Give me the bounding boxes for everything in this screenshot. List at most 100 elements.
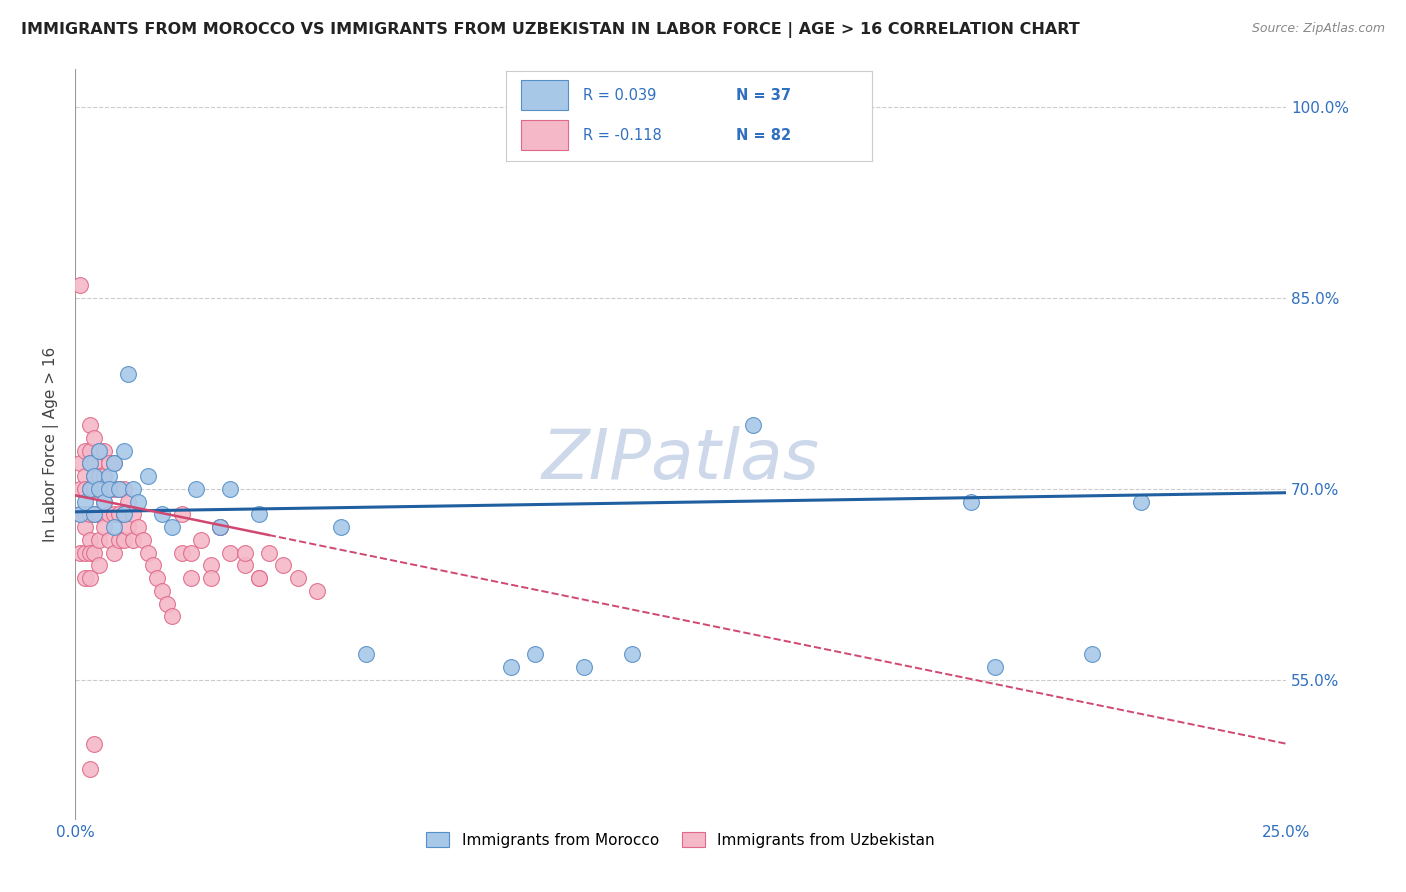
Point <box>69 457 91 471</box>
Point <box>960 494 983 508</box>
Point <box>79 457 101 471</box>
Point <box>257 545 280 559</box>
Point <box>247 508 270 522</box>
Point <box>117 520 139 534</box>
Point <box>132 533 155 547</box>
Point <box>354 648 377 662</box>
Point <box>127 494 149 508</box>
Point <box>127 520 149 534</box>
Point <box>69 278 91 293</box>
Point <box>307 583 329 598</box>
Text: IMMIGRANTS FROM MOROCCO VS IMMIGRANTS FROM UZBEKISTAN IN LABOR FORCE | AGE > 16 : IMMIGRANTS FROM MOROCCO VS IMMIGRANTS FR… <box>21 22 1080 38</box>
Point <box>83 737 105 751</box>
Point <box>79 571 101 585</box>
Text: R = 0.039: R = 0.039 <box>583 88 657 103</box>
Text: ZIPatlas: ZIPatlas <box>541 425 820 493</box>
Point <box>103 508 125 522</box>
Point <box>330 520 353 534</box>
Point <box>150 508 173 522</box>
Point <box>93 520 115 534</box>
Point <box>73 469 96 483</box>
Point <box>107 508 129 522</box>
Point <box>117 368 139 382</box>
Point <box>98 482 121 496</box>
Point <box>98 457 121 471</box>
Point <box>89 443 111 458</box>
Point <box>209 520 232 534</box>
Point <box>103 545 125 559</box>
Point <box>83 469 105 483</box>
Point <box>79 533 101 547</box>
Point <box>89 443 111 458</box>
Y-axis label: In Labor Force | Age > 16: In Labor Force | Age > 16 <box>44 347 59 542</box>
Text: N = 37: N = 37 <box>737 88 792 103</box>
Point <box>209 520 232 534</box>
Point <box>233 545 256 559</box>
Point <box>83 469 105 483</box>
Point <box>984 660 1007 674</box>
Point <box>69 482 91 496</box>
Point <box>247 571 270 585</box>
Point <box>160 609 183 624</box>
Point <box>273 558 295 573</box>
Point <box>103 457 125 471</box>
Point <box>122 508 145 522</box>
Point <box>73 520 96 534</box>
Point <box>79 457 101 471</box>
Point <box>98 508 121 522</box>
Point <box>219 545 242 559</box>
Point <box>73 545 96 559</box>
Point <box>170 545 193 559</box>
Point <box>112 443 135 458</box>
Point <box>83 508 105 522</box>
Point <box>89 482 111 496</box>
Point <box>89 508 111 522</box>
Point <box>83 508 105 522</box>
Point <box>98 469 121 483</box>
Point <box>103 457 125 471</box>
Point <box>83 545 105 559</box>
Bar <box>520 120 568 150</box>
Point <box>83 457 105 471</box>
Point <box>1081 648 1104 662</box>
Point <box>79 418 101 433</box>
Point <box>93 494 115 508</box>
Point <box>73 571 96 585</box>
Point <box>200 558 222 573</box>
Point <box>79 508 101 522</box>
Point <box>136 545 159 559</box>
Point <box>73 494 96 508</box>
Point <box>150 583 173 598</box>
Point <box>93 443 115 458</box>
Point <box>98 533 121 547</box>
Point <box>83 482 105 496</box>
Point <box>73 508 96 522</box>
Point <box>190 533 212 547</box>
Point <box>200 571 222 585</box>
Point <box>89 558 111 573</box>
Point <box>142 558 165 573</box>
Point <box>170 508 193 522</box>
Point <box>107 482 129 496</box>
Point <box>112 482 135 496</box>
Point <box>146 571 169 585</box>
Point <box>180 571 202 585</box>
Point <box>93 494 115 508</box>
Bar <box>520 80 568 110</box>
Point <box>122 482 145 496</box>
Point <box>117 494 139 508</box>
Point <box>79 762 101 776</box>
Point <box>524 648 547 662</box>
Point <box>572 660 595 674</box>
Point <box>287 571 309 585</box>
Point <box>69 508 91 522</box>
Point <box>742 418 765 433</box>
Point <box>73 482 96 496</box>
Point <box>107 482 129 496</box>
Text: N = 82: N = 82 <box>737 128 792 143</box>
Point <box>69 545 91 559</box>
Point <box>73 443 96 458</box>
Text: Source: ZipAtlas.com: Source: ZipAtlas.com <box>1251 22 1385 36</box>
Point <box>621 648 644 662</box>
Point <box>122 533 145 547</box>
